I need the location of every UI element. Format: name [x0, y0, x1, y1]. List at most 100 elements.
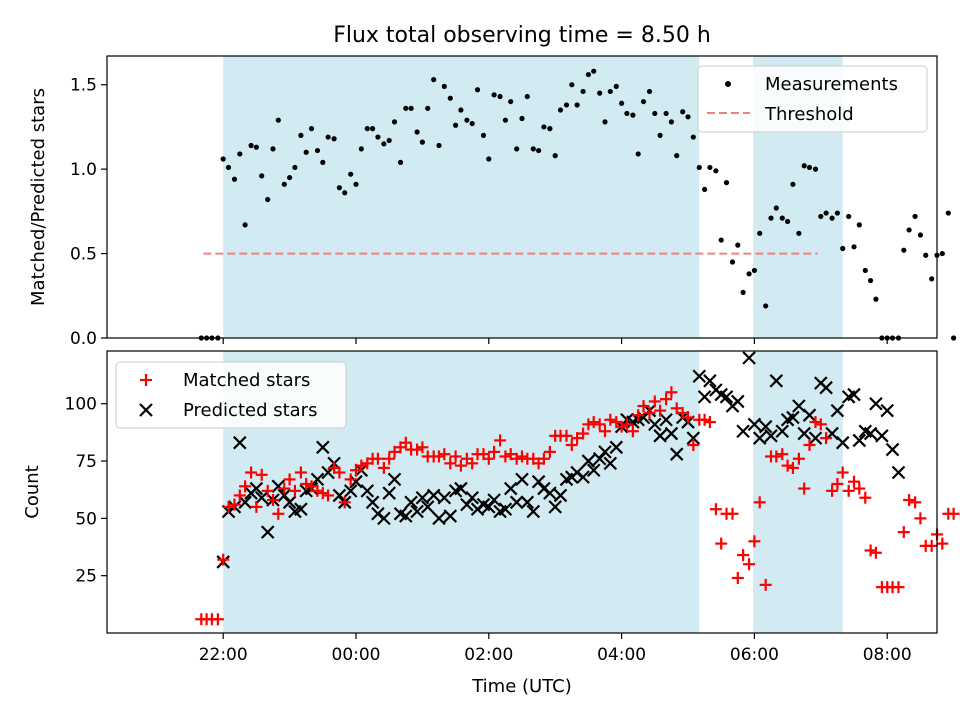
measurement-point	[314, 147, 321, 154]
predicted-star-point	[719, 390, 734, 404]
matched-star-point	[632, 409, 645, 422]
measurement-point	[796, 230, 802, 236]
measurement-point	[635, 151, 641, 157]
predicted-star-point	[249, 481, 264, 496]
predicted-star-stroke	[792, 399, 806, 413]
measurement-point	[929, 276, 935, 282]
predicted-star-point	[598, 445, 612, 459]
predicted-star-stroke	[553, 488, 568, 503]
measurement-point	[619, 100, 625, 106]
predicted-star-point	[653, 429, 667, 443]
bottom-y-ticks: 25 50 75 100	[65, 395, 107, 587]
matched-star-point	[565, 439, 578, 451]
matched-star-point	[848, 475, 860, 488]
matched-star-point	[211, 613, 224, 626]
predicted-star-point	[609, 440, 624, 455]
predicted-star-stroke	[703, 374, 717, 388]
measurement-point	[785, 218, 791, 225]
predicted-star-point	[808, 431, 823, 445]
measurement-point	[690, 134, 696, 140]
top-legend-box	[697, 65, 928, 133]
predicted-star-stroke	[454, 481, 468, 496]
matched-star-point	[853, 482, 866, 495]
predicted-star-stroke	[260, 525, 275, 539]
measurement-point	[873, 296, 879, 302]
measurement-point	[414, 129, 420, 135]
measurement-point	[552, 153, 558, 159]
predicted-star-stroke	[509, 495, 524, 510]
measurement-point	[342, 190, 348, 196]
predicted-star-point	[360, 484, 375, 498]
predicted-star-point	[254, 490, 269, 505]
matched-star-point	[731, 571, 744, 584]
predicted-star-stroke	[808, 431, 823, 445]
legend-matched-label: Matched stars	[183, 370, 310, 391]
measurement-point	[281, 181, 287, 187]
matched-star-point	[814, 418, 827, 431]
matched-star-point	[947, 507, 960, 520]
measurement-point	[292, 164, 298, 171]
predicted-star-point	[415, 490, 430, 505]
predicted-star-stroke	[819, 380, 833, 395]
predicted-star-stroke	[875, 429, 889, 443]
predicted-star-point	[742, 351, 756, 365]
predicted-star-stroke	[752, 431, 767, 445]
predicted-star-point	[543, 486, 557, 500]
measurement-point	[718, 237, 724, 243]
measurement-point	[231, 176, 238, 182]
measurement-point	[901, 247, 907, 253]
measurement-point	[685, 114, 691, 120]
predicted-star-stroke	[233, 435, 247, 450]
measurement-point	[325, 134, 331, 140]
y-tick-label: 75	[75, 452, 97, 472]
measurement-point	[851, 244, 857, 250]
measurement-point	[431, 77, 437, 83]
predicted-star-point	[764, 429, 778, 443]
matched-star-point	[809, 416, 822, 429]
predicted-star-stroke	[880, 403, 894, 418]
predicted-star-point	[271, 479, 286, 494]
matched-star-point	[222, 500, 235, 513]
predicted-star-stroke	[835, 435, 850, 450]
predicted-star-point	[747, 417, 762, 432]
measurement-point	[790, 181, 796, 187]
predicted-star-point	[487, 493, 501, 507]
predicted-star-stroke	[858, 424, 873, 439]
matched-star-point	[454, 459, 467, 472]
measurement-point	[298, 132, 304, 138]
legend-threshold-label: Threshold	[764, 104, 854, 125]
predicted-star-stroke	[410, 504, 424, 519]
measurement-point	[812, 166, 819, 172]
predicted-star-point	[830, 403, 845, 418]
matched-star-point	[278, 482, 291, 495]
predicted-star-point	[659, 413, 673, 427]
matched-star-point	[245, 466, 258, 479]
matched-star-point	[715, 537, 728, 550]
matched-star-point	[444, 457, 457, 470]
predicted-star-stroke	[548, 500, 562, 514]
predicted-star-stroke	[648, 417, 662, 432]
predicted-star-stroke	[432, 511, 446, 526]
matched-star-point	[703, 416, 716, 429]
predicted-star-stroke	[659, 413, 673, 427]
predicted-star-point	[586, 463, 601, 477]
predicted-star-point	[581, 454, 596, 468]
predicted-star-stroke	[443, 509, 458, 523]
x-tick-label: 22:00	[199, 645, 248, 665]
matched-star-point	[637, 400, 650, 413]
predicted-star-stroke	[437, 490, 452, 505]
matched-stars-points	[195, 386, 960, 626]
y-tick-label: 25	[75, 567, 97, 587]
predicted-star-stroke	[653, 429, 667, 443]
predicted-star-stroke	[802, 408, 817, 422]
predicted-star-stroke	[465, 490, 479, 505]
x-tick-label: 06:00	[730, 645, 779, 665]
measurement-point	[425, 105, 431, 111]
predicted-star-point	[437, 490, 452, 505]
x-tick-label: 00:00	[332, 645, 381, 665]
predicted-star-point	[819, 380, 833, 395]
measurement-point	[868, 277, 874, 284]
matched-star-point	[488, 445, 501, 458]
predicted-star-point	[703, 374, 717, 388]
